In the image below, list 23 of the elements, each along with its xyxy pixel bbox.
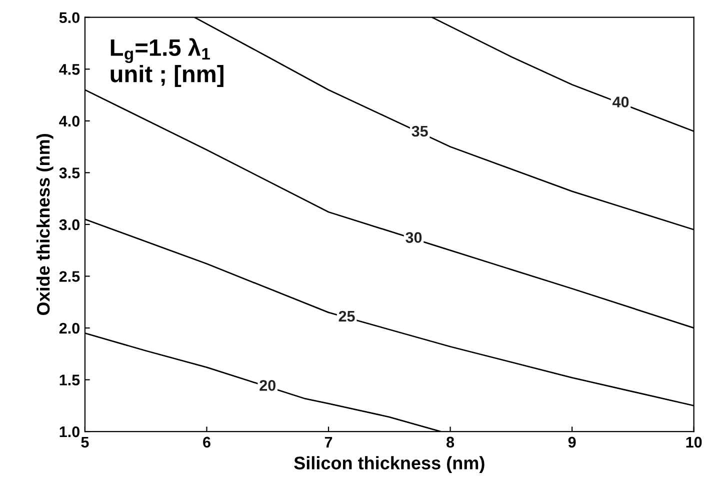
x-axis-title: Silicon thickness (nm) — [294, 456, 484, 474]
x-tick-label: 7 — [324, 436, 332, 448]
series-label: 25 — [338, 310, 355, 322]
annotation: L$_{g}$=1.5 λ$_{1}$ unit ; [nm] — [110, 38, 224, 88]
y-tick-label: 4.0 — [59, 116, 80, 127]
x-tick-label: 6 — [203, 436, 210, 448]
y-tick-label: 3.5 — [59, 168, 80, 178]
series-label: 35 — [412, 126, 428, 137]
y-tick-label: 4.5 — [59, 64, 80, 75]
y-tick-label: 1.0 — [60, 426, 80, 438]
y-tick-label: 2.5 — [59, 271, 80, 282]
series-label: 20 — [260, 380, 276, 391]
y-axis-title: Oxide thickness (nm) — [36, 134, 54, 315]
x-tick-label: 8 — [446, 436, 454, 448]
series-label: 30 — [406, 232, 422, 243]
y-tick-label: 1.5 — [60, 374, 80, 386]
y-tick-label: 3.0 — [59, 219, 80, 230]
x-tick-label: 10 — [686, 436, 702, 448]
y-tick-label: 5.0 — [59, 12, 80, 24]
x-tick-label: 9 — [568, 436, 576, 448]
x-tick-label: 5 — [81, 436, 89, 448]
series-label: 40 — [612, 96, 629, 108]
y-tick-label: 2.0 — [59, 322, 80, 334]
